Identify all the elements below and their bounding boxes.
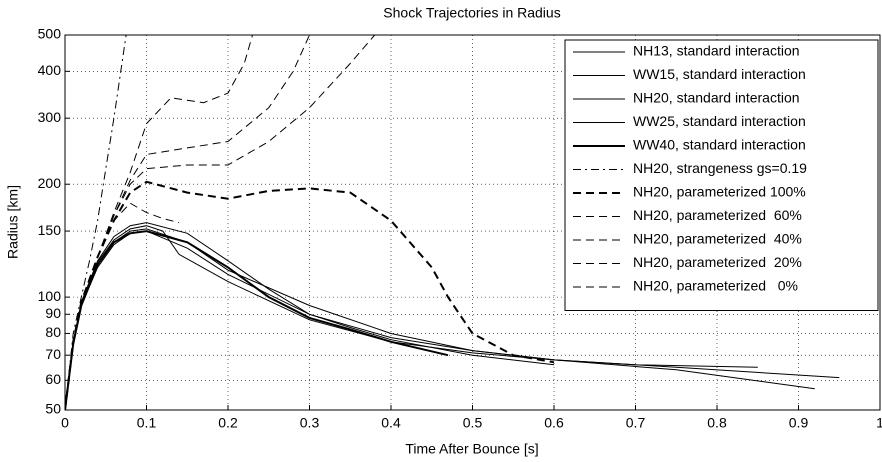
x-tick-label: 0.3 [300, 415, 320, 431]
y-tick-label: 400 [38, 62, 62, 78]
plot-lines [65, 35, 840, 410]
y-tick-label: 90 [45, 305, 61, 321]
x-axis-label: Time After Bounce [s] [405, 441, 538, 457]
legend-label: NH20, strangeness gs=0.19 [633, 160, 807, 176]
legend-label: NH20, parameterized 40% [633, 231, 802, 247]
chart-title: Shock Trajectories in Radius [383, 5, 560, 21]
y-tick-label: 60 [45, 371, 61, 387]
y-axis-label: Radius [km] [5, 185, 21, 259]
legend-label: NH20, parameterized 20% [633, 254, 802, 270]
y-tick-label: 500 [38, 26, 62, 42]
x-tick-label: 1 [876, 415, 882, 431]
series-line [65, 230, 449, 410]
series-line [65, 35, 310, 410]
legend: NH13, standard interaction WW15, standard… [564, 39, 879, 311]
y-tick-label: 200 [38, 175, 62, 191]
series-line [65, 35, 376, 410]
x-tick-label: 0.1 [137, 415, 157, 431]
x-tick-label: 0.6 [544, 415, 564, 431]
legend-label: WW15, standard interaction [633, 66, 806, 82]
series-line [65, 35, 253, 410]
series-line [65, 202, 180, 410]
legend-label: NH13, standard interaction [633, 43, 800, 59]
y-tick-label: 300 [38, 109, 62, 125]
y-tick-label: 70 [45, 346, 61, 362]
x-tick-label: 0.4 [381, 415, 401, 431]
y-tick-label: 50 [45, 401, 61, 417]
x-tick-label: 0.5 [463, 415, 483, 431]
x-tick-label: 0.7 [626, 415, 646, 431]
x-tick-label: 0 [61, 415, 69, 431]
series-line [65, 35, 127, 410]
series-line [65, 222, 555, 410]
legend-label: WW25, standard interaction [633, 113, 806, 129]
x-tick-label: 0.8 [707, 415, 727, 431]
x-tick-label: 0.9 [789, 415, 809, 431]
y-tick-label: 100 [38, 288, 62, 304]
legend-label: WW40, standard interaction [633, 137, 806, 153]
legend-label: NH20, parameterized 0% [633, 278, 798, 294]
x-tick-label: 0.2 [218, 415, 238, 431]
legend-label: NH20, standard interaction [633, 90, 800, 106]
legend-label: NH20, parameterized 60% [633, 207, 802, 223]
y-tick-label: 80 [45, 324, 61, 340]
legend-box [564, 39, 879, 311]
legend-label: NH20, parameterized 100% [633, 184, 806, 200]
y-tick-label: 150 [38, 222, 62, 238]
